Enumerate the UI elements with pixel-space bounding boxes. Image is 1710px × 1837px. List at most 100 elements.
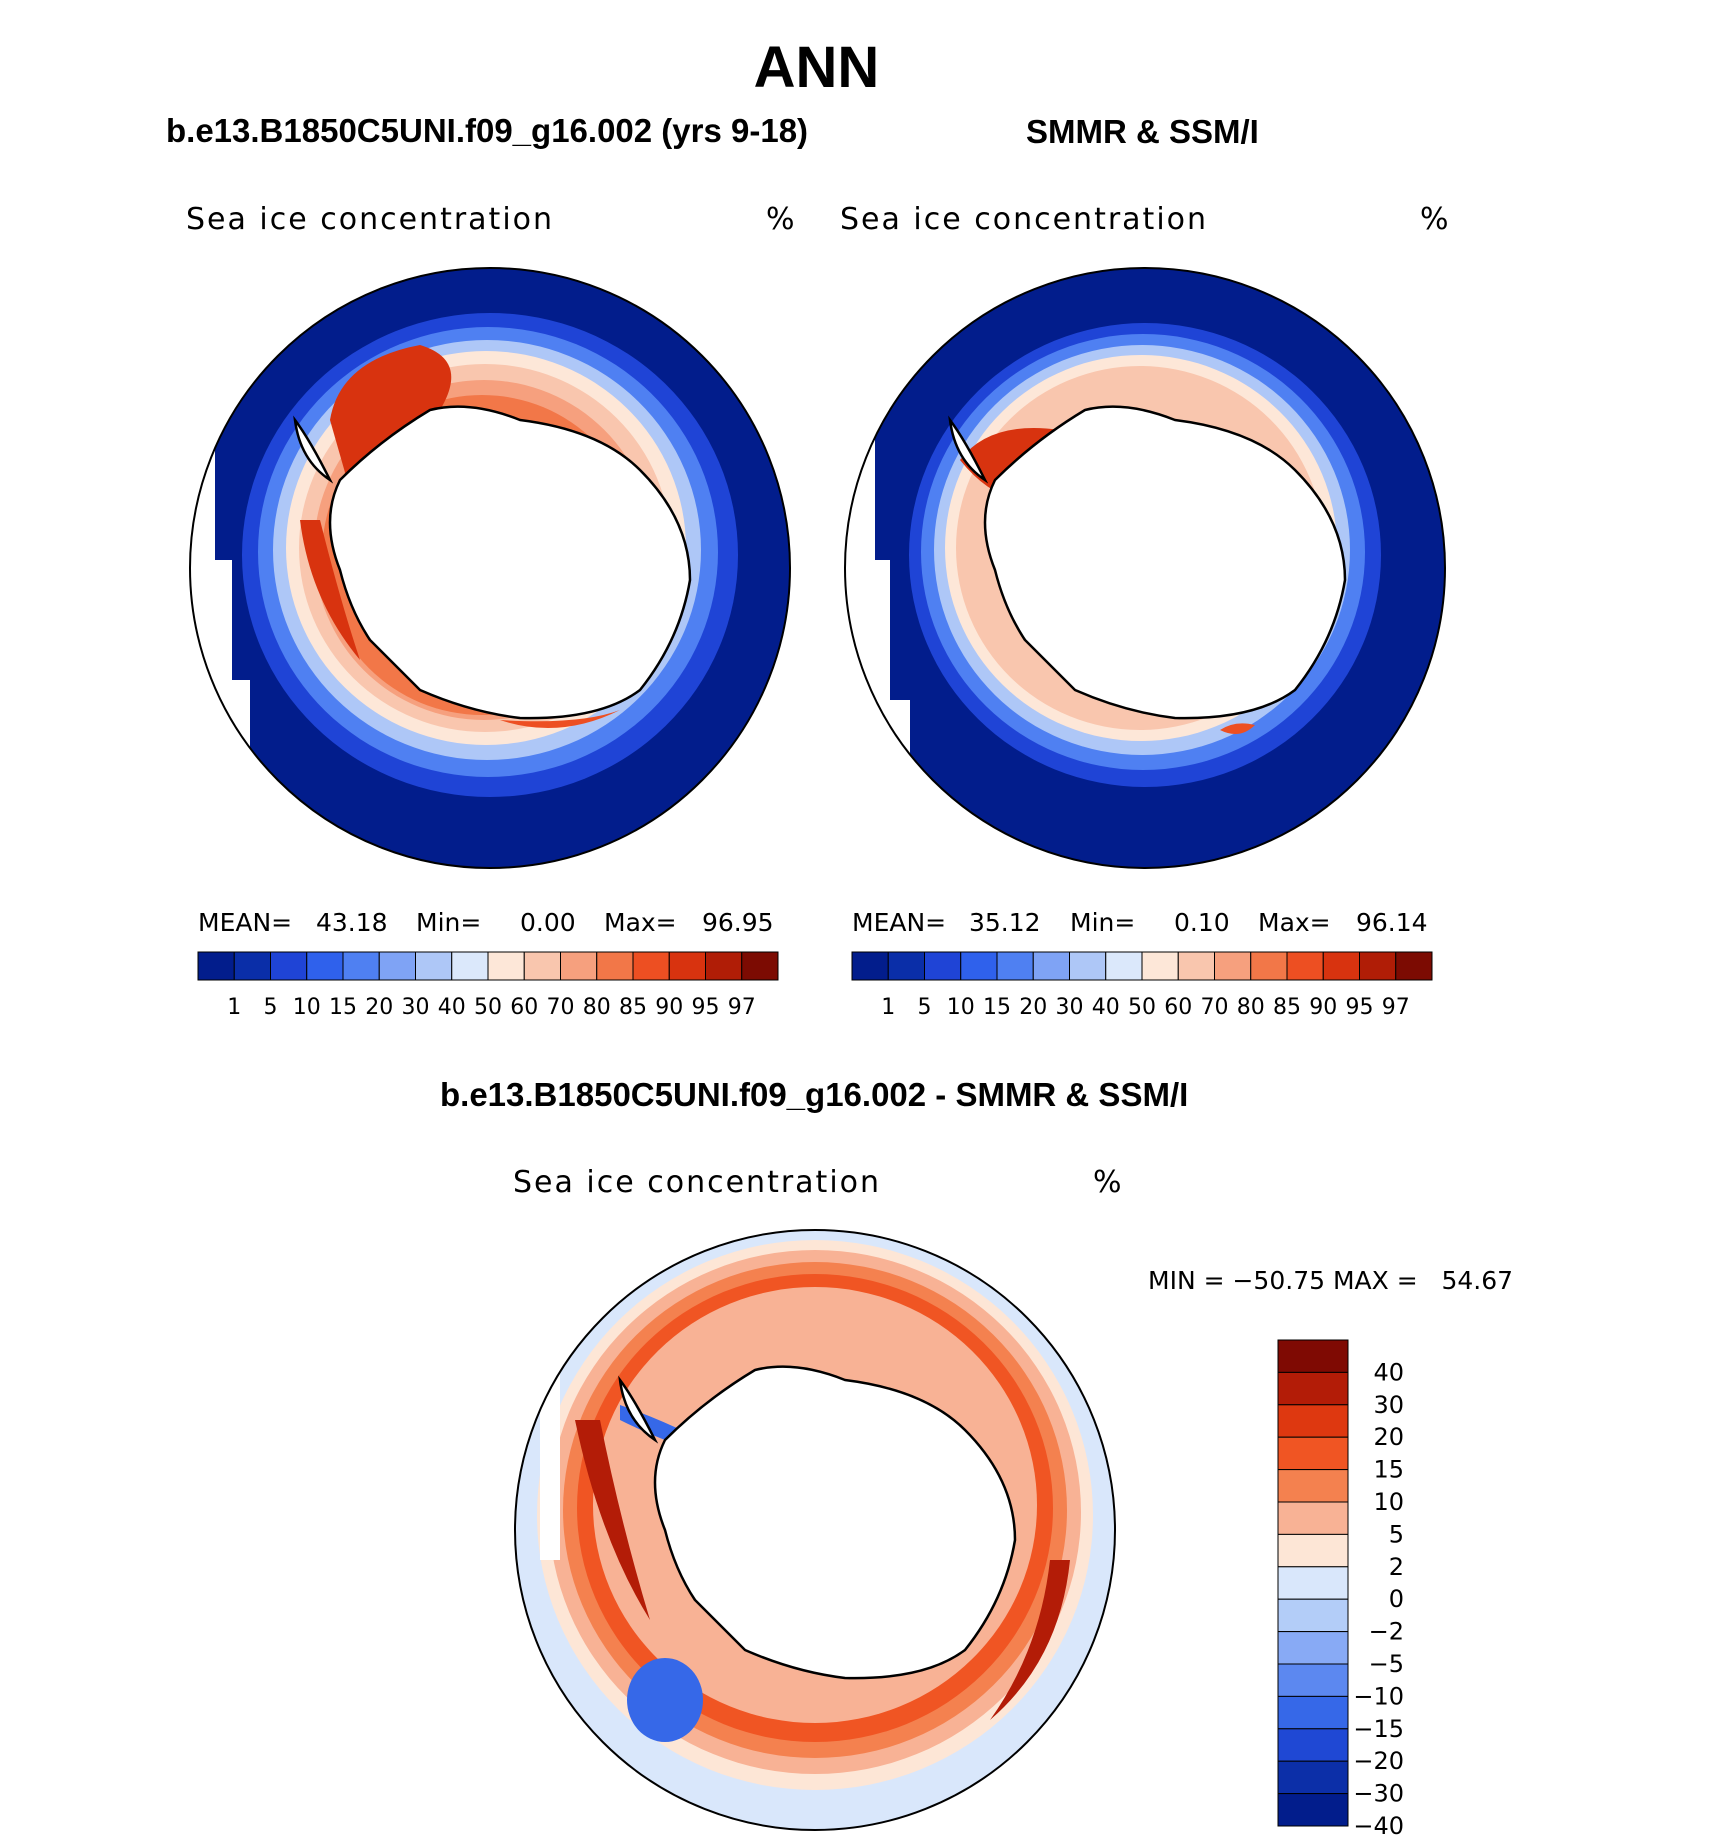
colorbar2-swatch bbox=[1141, 951, 1179, 981]
colorbar3-tick-label: 2 bbox=[1389, 1553, 1404, 1581]
map2-frame bbox=[844, 267, 1446, 869]
map3-ross-max bbox=[575, 1420, 650, 1620]
map1-frame bbox=[189, 267, 791, 869]
colorbar3-swatch bbox=[1277, 1501, 1349, 1535]
colorbar1-tick-label: 40 bbox=[438, 995, 466, 1020]
colorbar1-tick-label: 95 bbox=[692, 995, 720, 1020]
map-observed-concentration bbox=[844, 267, 1446, 869]
colorbar2-tick-label: 60 bbox=[1164, 995, 1192, 1020]
colorbar2-swatch bbox=[1286, 951, 1324, 981]
map3-edge-max bbox=[990, 1560, 1070, 1720]
colorbar2-swatch bbox=[1395, 951, 1433, 981]
colorbar1-swatch bbox=[596, 951, 634, 981]
colorbar3-tick-label: −10 bbox=[1353, 1682, 1404, 1710]
panel-1-max-value: 96.95 bbox=[702, 908, 774, 937]
colorbar1-tick-label: 10 bbox=[293, 995, 321, 1020]
panel-2-unit-label: % bbox=[1420, 202, 1449, 237]
colorbar2-tick-label: 70 bbox=[1201, 995, 1229, 1020]
colorbar1-swatch bbox=[560, 951, 598, 981]
colorbar2-swatch bbox=[1105, 951, 1143, 981]
colorbar3-tick-label: 40 bbox=[1373, 1358, 1404, 1386]
colorbar2-swatch bbox=[1214, 951, 1252, 981]
colorbar2-swatch bbox=[1359, 951, 1397, 981]
colorbar3-swatch bbox=[1277, 1631, 1349, 1665]
colorbar3-swatch bbox=[1277, 1663, 1349, 1697]
figure-title: ANN bbox=[753, 35, 880, 100]
colorbar1-tick-label: 90 bbox=[655, 995, 683, 1020]
panel-3-title: b.e13.B1850C5UNI.f09_g16.002 - SMMR & SS… bbox=[440, 1076, 1189, 1113]
colorbar3-swatch bbox=[1277, 1339, 1349, 1373]
colorbar1-tick-label: 20 bbox=[365, 995, 393, 1020]
colorbar3-swatch bbox=[1277, 1371, 1349, 1406]
colorbar1-tick-label: 85 bbox=[619, 995, 647, 1020]
map3-missing-data bbox=[540, 1280, 560, 1560]
colorbar1-tick-label: 70 bbox=[547, 995, 575, 1020]
colorbar3-tick-label: 10 bbox=[1373, 1488, 1404, 1516]
colorbar1-tick-label: 97 bbox=[728, 995, 756, 1020]
panel-1-unit-label: % bbox=[766, 202, 795, 237]
colorbar3-swatch bbox=[1277, 1436, 1349, 1471]
colorbar3-swatch bbox=[1277, 1469, 1349, 1503]
colorbar2-tick-label: 1 bbox=[881, 995, 895, 1020]
panel-2-title: SMMR & SSM/I bbox=[1026, 113, 1259, 150]
colorbar2-swatch bbox=[1069, 951, 1107, 981]
colorbar1-tick-label: 80 bbox=[583, 995, 611, 1020]
colorbar3-swatch bbox=[1277, 1793, 1349, 1827]
colorbar-panel-1: 1 5 10 15 20 30 40 50 60 70 80 85 90 95 97 bbox=[197, 951, 779, 1020]
panel-2-min-value: 0.10 bbox=[1174, 908, 1230, 937]
colorbar3-swatch bbox=[1277, 1598, 1349, 1633]
panel-1-variable-label: Sea ice concentration bbox=[186, 202, 555, 237]
colorbar2-tick-label: 20 bbox=[1019, 995, 1047, 1020]
colorbar2-tick-label: 85 bbox=[1273, 995, 1301, 1020]
map1-ross-max bbox=[300, 520, 360, 660]
colorbar1-swatch bbox=[197, 951, 235, 981]
colorbar3-tick-label: 30 bbox=[1373, 1391, 1404, 1419]
colorbar2-tick-label: 50 bbox=[1128, 995, 1156, 1020]
colorbar2-tick-label: 90 bbox=[1309, 995, 1337, 1020]
panel-1-max-label: Max= bbox=[604, 908, 677, 937]
colorbar1-swatch bbox=[233, 951, 271, 981]
colorbar3-swatch bbox=[1277, 1728, 1349, 1762]
panel-1-mean-value: 43.18 bbox=[316, 908, 388, 937]
map-model-concentration bbox=[189, 267, 791, 869]
colorbar1-tick-label: 60 bbox=[510, 995, 538, 1020]
colorbar3-swatch bbox=[1277, 1695, 1349, 1730]
colorbar1-swatch bbox=[415, 951, 453, 981]
panel-2-max-label: Max= bbox=[1258, 908, 1331, 937]
colorbar1-swatch bbox=[523, 951, 561, 981]
map1-weddell-max bbox=[330, 345, 452, 490]
colorbar2-tick-label: 95 bbox=[1346, 995, 1374, 1020]
colorbar1-tick-label: 1 bbox=[227, 995, 241, 1020]
colorbar3-swatch bbox=[1277, 1533, 1349, 1568]
colorbar2-tick-label: 40 bbox=[1092, 995, 1120, 1020]
panel-1-mean-label: MEAN= bbox=[198, 908, 293, 937]
colorbar3-tick-label: −30 bbox=[1353, 1780, 1404, 1808]
map-difference bbox=[514, 1229, 1116, 1831]
colorbar1-swatch bbox=[378, 951, 416, 981]
panel-2-max-value: 96.14 bbox=[1356, 908, 1428, 937]
colorbar1-swatch bbox=[705, 951, 743, 981]
colorbar3-tick-label: −20 bbox=[1353, 1747, 1404, 1775]
colorbar1-tick-label: 15 bbox=[329, 995, 357, 1020]
colorbar1-tick-label: 5 bbox=[264, 995, 278, 1020]
colorbar2-tick-label: 10 bbox=[947, 995, 975, 1020]
panel-2-mean-label: MEAN= bbox=[852, 908, 947, 937]
colorbar1-swatch bbox=[668, 951, 706, 981]
colorbar1-swatch bbox=[342, 951, 380, 981]
map1-antarctica-coast bbox=[328, 405, 692, 720]
colorbar1-tick-label: 50 bbox=[474, 995, 502, 1020]
map3-negative-patch bbox=[627, 1658, 703, 1742]
colorbar1-swatch bbox=[306, 951, 344, 981]
colorbar3-tick-label: −2 bbox=[1369, 1618, 1404, 1646]
map2-edge-max bbox=[1220, 723, 1255, 734]
panel-2-mean-value: 35.12 bbox=[969, 908, 1041, 937]
colorbar3-tick-label: −40 bbox=[1353, 1812, 1404, 1837]
colorbar2-swatch bbox=[960, 951, 998, 981]
map2-peninsula bbox=[948, 415, 989, 484]
panel-1-min-label: Min= bbox=[416, 908, 482, 937]
panel-3-variable-label: Sea ice concentration bbox=[513, 1165, 882, 1200]
colorbar1-swatch bbox=[632, 951, 670, 981]
colorbar2-swatch bbox=[851, 951, 889, 981]
